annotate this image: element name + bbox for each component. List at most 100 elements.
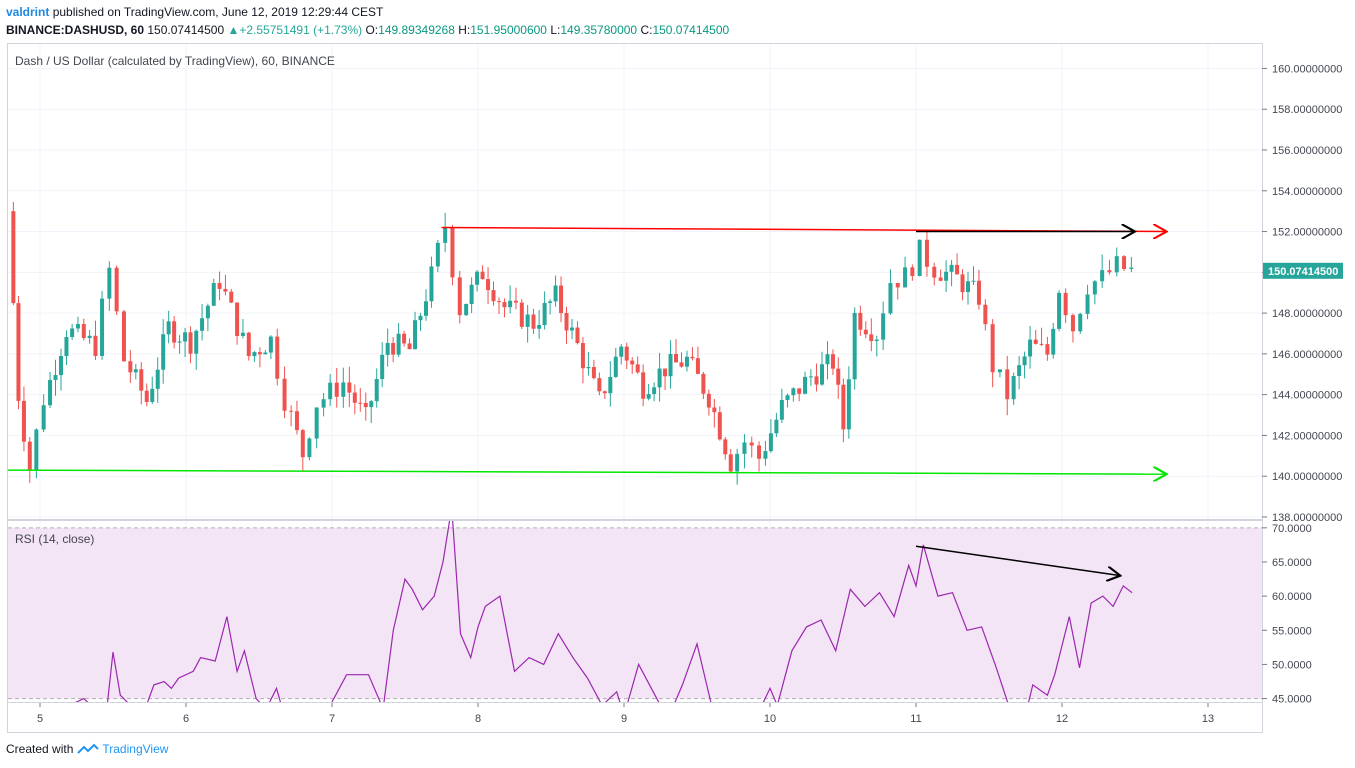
candle-body xyxy=(808,376,813,378)
candle-body xyxy=(938,277,943,281)
candle-body xyxy=(852,312,857,380)
candle-body xyxy=(443,227,448,243)
candle-body xyxy=(763,451,768,459)
price-tick-label: 154.00000000 xyxy=(1272,186,1342,198)
time-tick-label: 10 xyxy=(764,713,776,725)
price-tick-label: 148.00000000 xyxy=(1272,308,1342,320)
candle-body xyxy=(960,274,965,293)
candle-body xyxy=(11,211,16,304)
candle-body xyxy=(712,407,717,413)
price-pane-title: Dash / US Dollar (calculated by TradingV… xyxy=(15,54,335,68)
time-tick-label: 13 xyxy=(1202,713,1214,725)
candle-body xyxy=(341,382,346,397)
candle-body xyxy=(641,372,646,399)
last-price-badge xyxy=(1263,262,1343,279)
rsi-divergence-arrow xyxy=(915,545,1120,575)
candle-body xyxy=(172,321,177,343)
candle-body xyxy=(183,332,188,342)
candle-body xyxy=(480,271,485,280)
candle-body xyxy=(1085,294,1090,314)
price-pane[interactable] xyxy=(7,43,1263,520)
symbol-label[interactable]: BINANCE:DASHUSD, 60 xyxy=(6,23,145,37)
candle-body xyxy=(768,433,773,452)
candle-body xyxy=(282,378,287,411)
candle-body xyxy=(363,402,368,408)
price-tick-label: 146.00000000 xyxy=(1272,349,1342,361)
candle-body xyxy=(580,343,585,369)
candle-body xyxy=(294,411,299,431)
candle-body xyxy=(200,318,205,331)
candle-body xyxy=(177,341,182,343)
candle-body xyxy=(128,361,133,373)
candle-body xyxy=(924,239,929,267)
candle-body xyxy=(966,281,971,293)
candle-body xyxy=(602,391,607,394)
candle-body xyxy=(668,353,673,377)
rsi-axis[interactable]: 70.0000 65.0000 60.0000 55.0000 50.0000 45.00… xyxy=(1262,523,1312,706)
candle-body xyxy=(252,352,257,357)
candle-body xyxy=(663,368,668,377)
candle-body xyxy=(586,367,591,369)
candle-body xyxy=(235,302,240,336)
candle-body xyxy=(166,321,171,335)
price-axis[interactable]: 160.00000000 158.00000000 156.00000000 154.… xyxy=(1262,63,1343,524)
candle-body xyxy=(548,301,553,303)
candle-body xyxy=(496,301,501,303)
candle-body xyxy=(1011,376,1016,400)
candle-body xyxy=(502,302,507,308)
tradingview-link[interactable]: TradingView xyxy=(102,742,169,756)
candle-body xyxy=(519,302,524,327)
candle-body xyxy=(223,288,228,292)
author-link[interactable]: valdrint xyxy=(6,5,50,19)
candle-body xyxy=(553,285,558,302)
ohlc-high: 151.95000600 xyxy=(470,23,547,37)
candle-body xyxy=(41,405,46,430)
candle-body xyxy=(917,239,922,276)
time-tick-label: 9 xyxy=(621,713,627,725)
candle-body xyxy=(93,335,98,357)
candle-body xyxy=(679,362,684,367)
candle-body xyxy=(1022,356,1027,366)
candle-body xyxy=(624,346,629,361)
candle-body xyxy=(369,401,374,408)
candle-body xyxy=(211,283,216,306)
candle-body xyxy=(863,329,868,335)
candle-body xyxy=(597,378,602,392)
candle-body xyxy=(418,315,423,321)
candle-body xyxy=(352,392,357,403)
published-text: published on TradingView.com, June 12, 2… xyxy=(52,5,384,19)
candle-body xyxy=(932,266,937,278)
candle-body xyxy=(423,301,428,316)
time-axis[interactable]: 5 6 7 8 9 10 11 12 13 xyxy=(37,702,1214,725)
created-with-text: Created with xyxy=(6,742,74,756)
candle-body xyxy=(385,343,390,355)
candle-body xyxy=(464,303,469,316)
candle-body xyxy=(268,336,273,353)
rsi-tick-label: 55.0000 xyxy=(1272,625,1312,637)
candle-body xyxy=(435,242,440,267)
candle-body xyxy=(779,400,784,420)
price-tick-label: 144.00000000 xyxy=(1272,390,1342,402)
rsi-band xyxy=(8,527,1262,700)
rsi-tick-label: 50.0000 xyxy=(1272,659,1312,671)
support-line xyxy=(7,470,1167,474)
candle-body xyxy=(114,267,119,312)
candle-body xyxy=(944,271,949,281)
candle-body xyxy=(58,356,63,376)
ohlc-open: 149.89349268 xyxy=(378,23,455,37)
candle-body xyxy=(217,283,222,289)
symbol-line: BINANCE:DASHUSD, 60 150.07414500 ▲+2.557… xyxy=(6,23,729,37)
candle-body xyxy=(1100,270,1105,282)
candle-body xyxy=(229,291,234,303)
candle-body xyxy=(814,376,819,385)
time-tick-label: 11 xyxy=(910,713,921,725)
ohlc-open-label: O: xyxy=(365,23,379,37)
candle-body xyxy=(16,303,21,401)
candle-body xyxy=(402,333,407,344)
candle-body xyxy=(888,283,893,314)
candles xyxy=(11,202,1134,485)
candle-body xyxy=(240,332,245,336)
candle-body xyxy=(657,368,662,388)
candle-body xyxy=(21,400,26,442)
